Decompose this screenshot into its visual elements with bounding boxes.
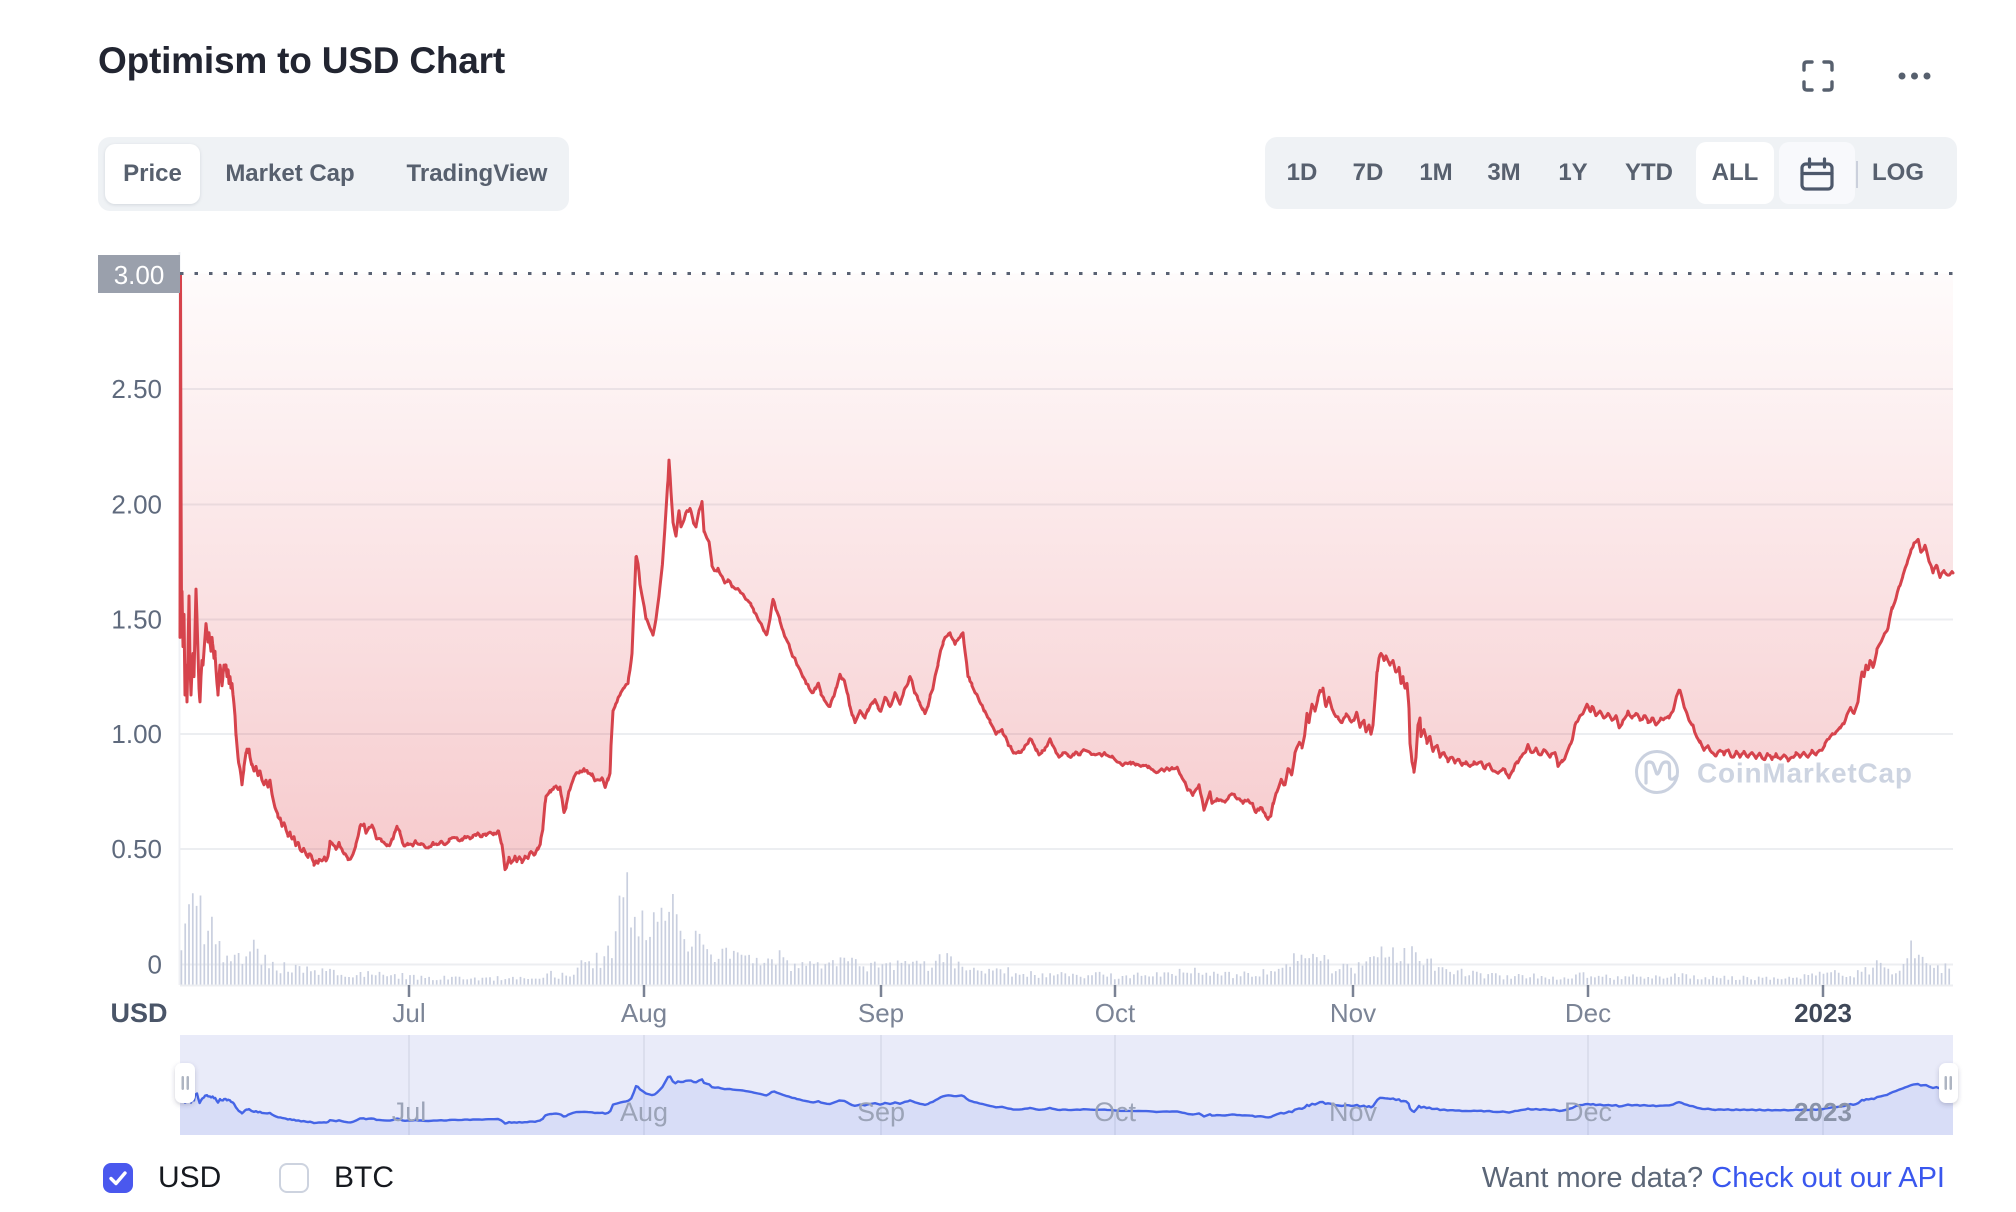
- svg-text:Dec: Dec: [1564, 1097, 1612, 1127]
- svg-text:2.00: 2.00: [111, 490, 162, 520]
- svg-text:2023: 2023: [1794, 998, 1852, 1028]
- svg-text:Sep: Sep: [857, 1097, 905, 1127]
- svg-text:0.50: 0.50: [111, 834, 162, 864]
- svg-text:Aug: Aug: [621, 998, 667, 1028]
- svg-text:Aug: Aug: [620, 1097, 668, 1127]
- svg-text:Dec: Dec: [1565, 998, 1611, 1028]
- svg-text:3.00: 3.00: [114, 260, 165, 290]
- svg-text:Oct: Oct: [1094, 1097, 1137, 1127]
- svg-text:1.00: 1.00: [111, 719, 162, 749]
- svg-text:1.50: 1.50: [111, 605, 162, 635]
- svg-text:0: 0: [148, 950, 162, 980]
- svg-text:2.50: 2.50: [111, 374, 162, 404]
- svg-text:2023: 2023: [1794, 1097, 1852, 1127]
- svg-text:Sep: Sep: [858, 998, 904, 1028]
- svg-text:Oct: Oct: [1095, 998, 1136, 1028]
- svg-text:Jul: Jul: [392, 1097, 427, 1127]
- svg-text:Nov: Nov: [1329, 1097, 1378, 1127]
- svg-text:Jul: Jul: [392, 998, 425, 1028]
- svg-text:USD: USD: [110, 998, 167, 1028]
- svg-text:CoinMarketCap: CoinMarketCap: [1697, 758, 1913, 789]
- svg-text:Nov: Nov: [1330, 998, 1376, 1028]
